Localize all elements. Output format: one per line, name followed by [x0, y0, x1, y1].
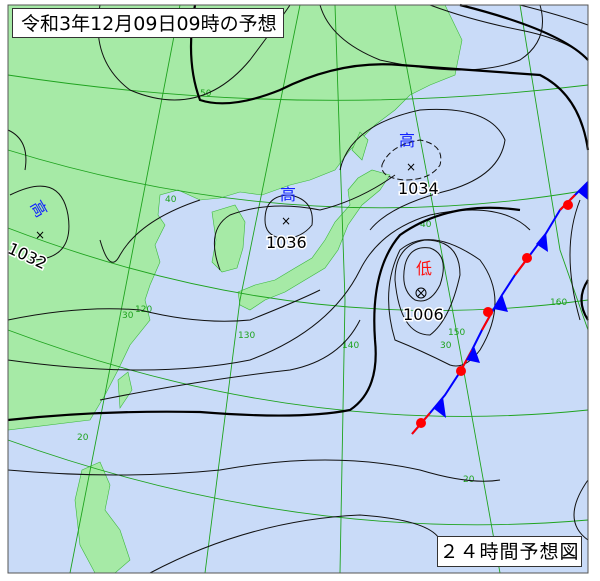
lat-label: 20: [77, 433, 89, 443]
low-label: 低: [416, 259, 432, 278]
pressure-centers: 高 × 1032 高 × 1036 高 × 1034 低 × 1006: [3, 131, 445, 326]
center-x-icon: ×: [35, 228, 45, 242]
pressure-value: 1034: [398, 179, 439, 198]
cold-front-symbol: [466, 346, 480, 363]
lat-label: 30: [122, 311, 134, 321]
lat-label: 30: [440, 341, 452, 351]
warm-front-symbol: [456, 366, 466, 376]
warm-front-symbol: [416, 418, 426, 428]
warm-front-symbol: [483, 307, 493, 317]
front: [411, 181, 589, 435]
lat-label: 40: [420, 220, 432, 230]
lon-label: 130: [238, 331, 255, 341]
center-x-icon: ×: [406, 160, 416, 174]
warm-front-symbol: [522, 253, 532, 263]
pressure-value: 1036: [266, 233, 307, 252]
thick-isobars: [7, 3, 590, 422]
lon-label: 140: [342, 341, 359, 351]
pressure-value: 1006: [403, 305, 444, 324]
japan: [237, 169, 391, 311]
sakhalin: [351, 131, 369, 161]
forecast-caption: ２４時間予想図: [437, 536, 582, 567]
high-label: 高: [280, 185, 296, 204]
cold-front-symbol: [578, 182, 588, 200]
lat-lon-grid: [7, 4, 589, 574]
high-label: 高: [399, 131, 415, 150]
lon-label: 150: [448, 328, 465, 338]
lon-label: 160: [550, 298, 567, 308]
warm-front-symbol: [563, 200, 573, 210]
forecast-title: 令和3年12月09日09時の予想: [12, 8, 284, 38]
lat-label: 40: [165, 195, 177, 205]
cold-front-symbol: [433, 397, 446, 418]
cold-front-symbol: [536, 232, 548, 252]
cold-front-symbol: [494, 294, 508, 312]
center-x-icon: ×: [416, 286, 426, 300]
center-x-icon: ×: [281, 214, 291, 228]
taiwan: [117, 371, 133, 409]
land: [7, 4, 463, 574]
map-border: [7, 4, 589, 574]
lon-label: 120: [135, 305, 152, 315]
low-center-icon: [415, 287, 427, 299]
